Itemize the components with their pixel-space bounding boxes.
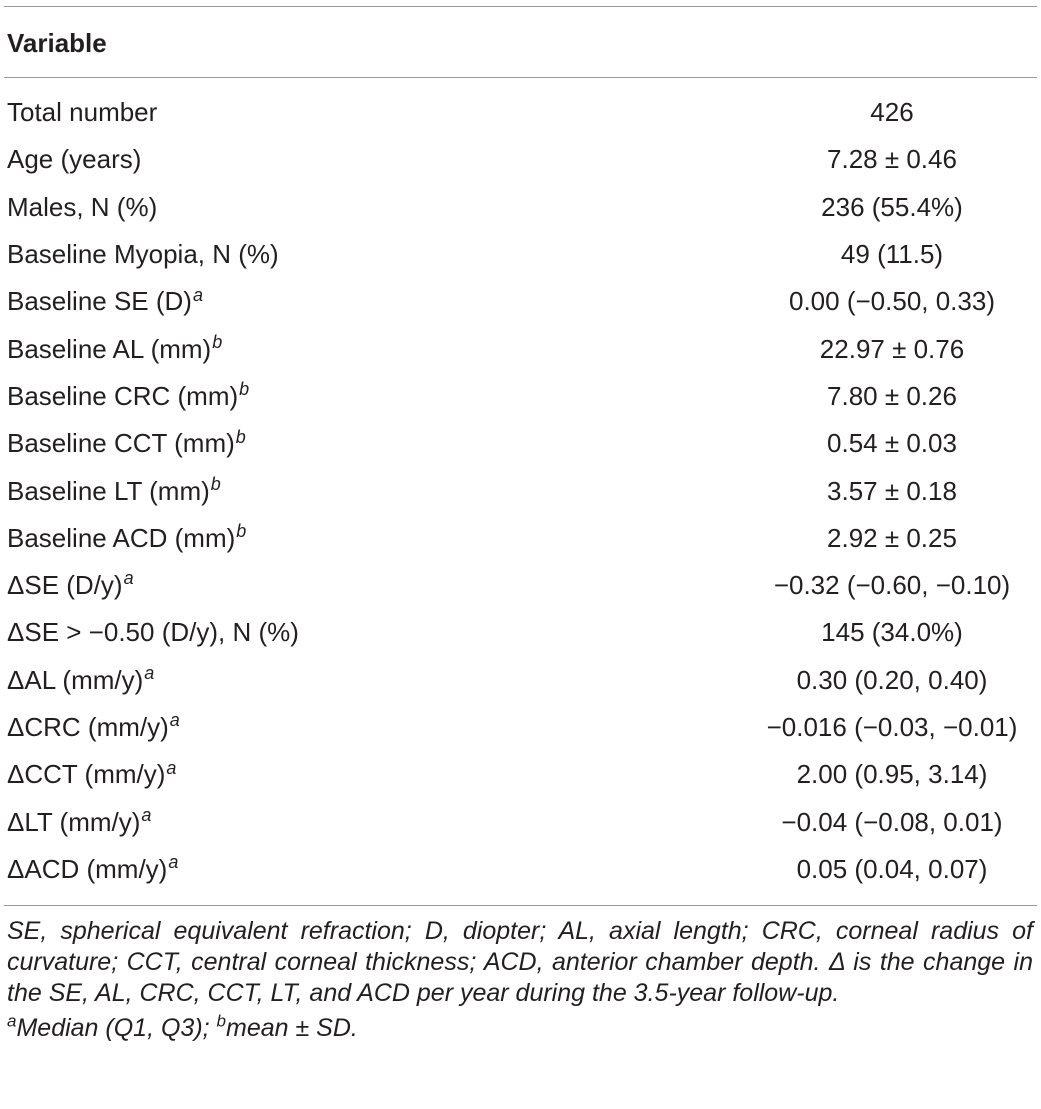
table-row: Baseline Myopia, N (%) 49 (11.5) [4, 231, 1037, 278]
row-label-text: ΔSE (D/y) [7, 570, 123, 601]
row-label: ΔSE > −0.50 (D/y), N (%) [4, 617, 707, 648]
row-label-text: Baseline CCT (mm) [7, 428, 235, 459]
table-row: ΔAL (mm/y)a 0.30 (0.20, 0.40) [4, 657, 1037, 704]
row-value: 0.30 (0.20, 0.40) [796, 664, 988, 695]
row-label: ΔCRC (mm/y)a [4, 710, 707, 743]
row-value: 22.97 ± 0.76 [819, 333, 965, 364]
row-label: Baseline Myopia, N (%) [4, 239, 707, 270]
row-value: 2.00 (0.95, 3.14) [796, 759, 988, 790]
row-label: ΔCCT (mm/y)a [4, 759, 707, 790]
footnote-marker: b [239, 379, 250, 400]
footnote-marker: b [236, 521, 247, 542]
table-body: Total number 426 Age (years) 7.28 ± 0.46 Mal… [4, 78, 1037, 905]
row-label: Baseline SE (D)a [4, 286, 707, 317]
row-value: 7.80 ± 0.26 [827, 380, 957, 411]
row-value: 0.54 ± 0.03 [827, 428, 957, 459]
table-row: Baseline CCT (mm)b 0.54 ± 0.03 [4, 420, 1037, 467]
row-label: Total number [4, 97, 707, 128]
footnote-marker-a: a [7, 1011, 17, 1031]
row-label-text: Total number [7, 97, 158, 128]
table-row: ΔACD (mm/y)a 0.05 (0.04, 0.07) [4, 846, 1037, 893]
row-label-text: ΔLT (mm/y) [7, 806, 141, 837]
footnote-marker: a [144, 663, 155, 684]
footnote-marker: b [210, 473, 221, 494]
row-value: 0.05 (0.04, 0.07) [796, 853, 988, 884]
row-label: Baseline LT (mm)b [4, 473, 707, 507]
table-header-rule [4, 77, 1037, 78]
row-label-text: ΔACD (mm/y) [7, 853, 168, 884]
row-label: ΔSE (D/y)a [4, 568, 707, 601]
statistics-footnote: aMedian (Q1, Q3); bmean ± SD. [4, 1009, 1037, 1044]
table-row: Baseline ACD (mm)b 2.92 ± 0.25 [4, 515, 1037, 562]
row-label: ΔAL (mm/y)a [4, 663, 707, 696]
table-row: ΔSE > −0.50 (D/y), N (%) 145 (34.0%) [4, 609, 1037, 656]
row-label-text: Males, N (%) [7, 191, 158, 222]
row-label-text: ΔAL (mm/y) [7, 664, 144, 695]
row-value: −0.04 (−0.08, 0.01) [781, 806, 1003, 837]
table-row: ΔLT (mm/y)a −0.04 (−0.08, 0.01) [4, 798, 1037, 845]
table-row: Baseline LT (mm)b 3.57 ± 0.18 [4, 467, 1037, 514]
table-header-row: Variable [4, 7, 1037, 77]
row-label-text: Baseline Myopia, N (%) [7, 239, 279, 270]
row-value: −0.016 (−0.03, −0.01) [766, 712, 1018, 742]
abbreviations-footnote: SE, spherical equivalent refraction; D, … [7, 917, 1033, 1008]
footnote-marker: a [169, 710, 180, 731]
row-label: Baseline AL (mm)b [4, 331, 707, 365]
row-value: 3.57 ± 0.18 [827, 475, 957, 506]
row-label: Age (years) [4, 144, 707, 175]
row-label-text: Baseline AL (mm) [7, 333, 212, 364]
row-label: Baseline CCT (mm)b [4, 428, 707, 459]
table-row: ΔSE (D/y)a −0.32 (−0.60, −0.10) [4, 562, 1037, 609]
table-row: Baseline CRC (mm)b 7.80 ± 0.26 [4, 373, 1037, 420]
footnote-text-a: Median (Q1, Q3); [16, 1014, 217, 1043]
row-label: Males, N (%) [4, 192, 707, 223]
data-table: Variable Total number 426 Age (years) 7.28 … [4, 6, 1037, 1044]
row-value: 426 [870, 97, 914, 128]
column-header-variable: Variable [7, 27, 107, 58]
table-row: ΔCCT (mm/y)a 2.00 (0.95, 3.14) [4, 751, 1037, 798]
footnote-text-b: mean ± SD. [226, 1014, 358, 1043]
table-bottom-rule [4, 905, 1037, 907]
row-label-text: ΔCRC (mm/y) [7, 712, 169, 742]
row-label-text: ΔSE > −0.50 (D/y), N (%) [7, 617, 299, 648]
row-label: Baseline CRC (mm)b [4, 379, 707, 412]
row-label-text: Baseline SE (D) [7, 286, 192, 317]
table-row: Baseline SE (D)a 0.00 (−0.50, 0.33) [4, 278, 1037, 325]
footnote-marker: a [166, 757, 177, 778]
row-label: Baseline ACD (mm)b [4, 521, 707, 554]
table-row: Total number 426 [4, 89, 1037, 136]
footnote-marker-b: b [216, 1011, 227, 1031]
row-value: 7.28 ± 0.46 [827, 144, 957, 175]
footnote-marker: a [192, 284, 203, 305]
row-value: 236 (55.4%) [821, 191, 963, 222]
table-row: Males, N (%) 236 (55.4%) [4, 184, 1037, 231]
table-row: Age (years) 7.28 ± 0.46 [4, 136, 1037, 183]
footnote-marker: b [235, 426, 246, 447]
table-row: Baseline AL (mm)b 22.97 ± 0.76 [4, 325, 1037, 372]
row-value: −0.32 (−0.60, −0.10) [773, 570, 1011, 601]
table-row: ΔCRC (mm/y)a −0.016 (−0.03, −0.01) [4, 704, 1037, 751]
row-label-text: ΔCCT (mm/y) [7, 759, 166, 790]
row-value: 2.92 ± 0.25 [827, 522, 957, 553]
row-label-text: Age (years) [7, 144, 142, 175]
footnote-marker: a [141, 804, 152, 825]
row-value: 145 (34.0%) [821, 617, 963, 648]
footnote-marker: b [212, 331, 223, 352]
row-value: 0.00 (−0.50, 0.33) [789, 286, 995, 317]
row-label-text: Baseline LT (mm) [7, 475, 210, 506]
row-label: ΔLT (mm/y)a [4, 804, 707, 838]
row-label-text: Baseline CRC (mm) [7, 380, 239, 411]
row-value: 49 (11.5) [840, 239, 944, 270]
row-label-text: Baseline ACD (mm) [7, 522, 236, 553]
table-top-rule [4, 6, 1037, 7]
footnote-marker: a [168, 852, 179, 873]
footnote-marker: a [123, 568, 134, 589]
row-label: ΔACD (mm/y)a [4, 852, 707, 885]
